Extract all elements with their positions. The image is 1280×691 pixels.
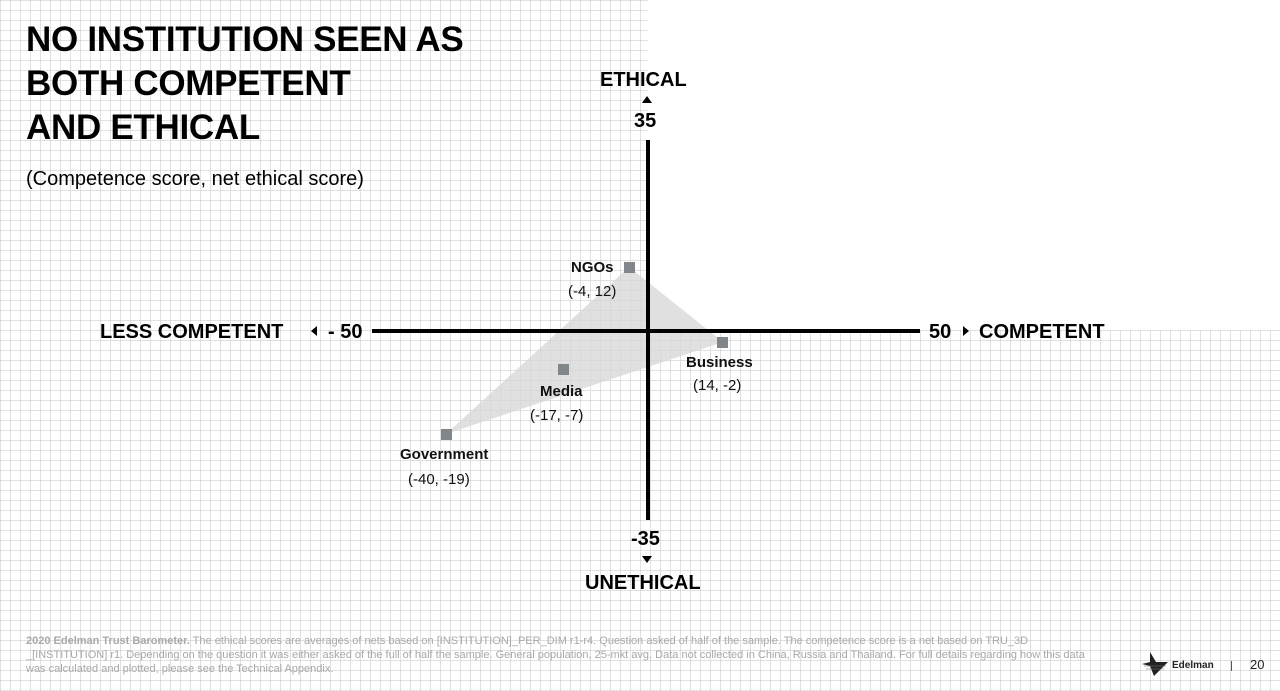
axis-label-unethical: UNETHICAL <box>585 572 701 594</box>
slide-subtitle: (Competence score, net ethical score) <box>26 168 364 190</box>
edelman-logo-icon <box>1142 652 1168 676</box>
label-ngos: NGOs <box>571 259 614 276</box>
y-min-tick: -35 <box>631 528 660 550</box>
marker-ngos[interactable] <box>624 262 635 273</box>
y-max-tick: 35 <box>634 110 657 132</box>
coords-ngos: (-4, 12) <box>568 283 617 300</box>
label-business: Business <box>686 354 753 371</box>
marker-business[interactable] <box>717 337 728 348</box>
footer-separator <box>1231 661 1232 671</box>
label-media: Media <box>540 383 583 400</box>
slide-title: NO INSTITUTION SEEN AS BOTH COMPETENT AN… <box>26 18 464 150</box>
axis-label-competent: COMPETENT <box>979 321 1105 343</box>
title-line-1: NO INSTITUTION SEEN AS <box>26 20 464 59</box>
marker-media[interactable] <box>558 364 569 375</box>
x-max-tick: 50 <box>929 321 952 343</box>
footnote-source: 2020 Edelman Trust Barometer. <box>26 635 190 647</box>
source-footnote: 2020 Edelman Trust Barometer. The ethica… <box>26 634 1106 676</box>
coords-business: (14, -2) <box>693 377 742 394</box>
label-government: Government <box>400 446 489 463</box>
arrow-down-icon <box>642 556 652 563</box>
x-min-tick: - 50 <box>328 321 363 343</box>
arrow-left-icon <box>311 326 317 336</box>
brand-name: Edelman <box>1172 660 1214 671</box>
marker-government[interactable] <box>441 429 452 440</box>
institutions-triangle <box>446 267 723 434</box>
coords-media: (-17, -7) <box>530 407 584 424</box>
axis-label-less-competent: LESS COMPETENT <box>100 321 284 343</box>
footnote-text: The ethical scores are averages of nets … <box>26 635 1085 675</box>
title-line-2: BOTH COMPETENT <box>26 64 351 103</box>
coords-government: (-40, -19) <box>408 471 470 488</box>
axis-label-ethical: ETHICAL <box>600 69 687 91</box>
arrow-up-icon <box>642 96 652 103</box>
title-line-3: AND ETHICAL <box>26 108 260 147</box>
page-number: 20 <box>1250 657 1265 672</box>
upper-right-quadrant-blank <box>648 0 1280 330</box>
arrow-right-icon <box>963 326 969 336</box>
